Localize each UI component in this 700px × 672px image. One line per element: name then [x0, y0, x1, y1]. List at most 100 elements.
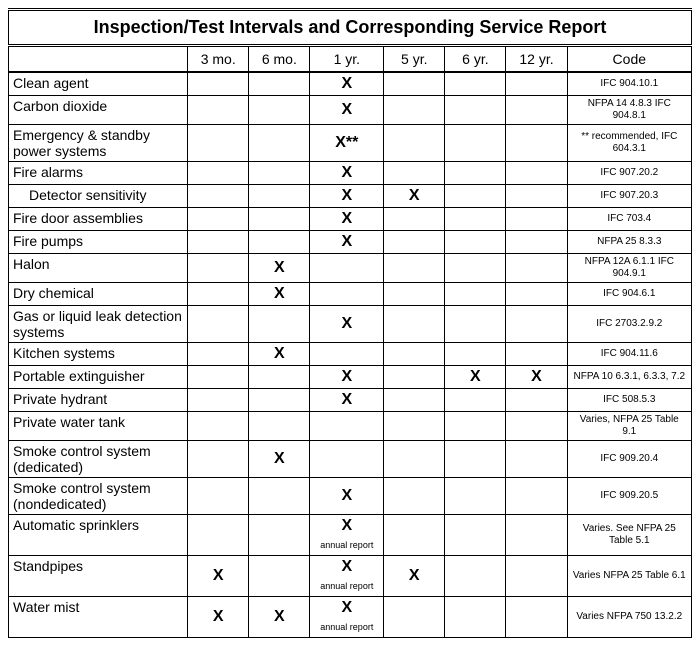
code-cell: Varies. See NFPA 25 Table 5.1 [567, 515, 691, 556]
code-cell: IFC 909.20.4 [567, 441, 691, 478]
table-row: Smoke control system (dedicated)XIFC 909… [9, 441, 692, 478]
interval-cell [384, 125, 445, 162]
code-cell: ** recommended, IFC 604.3.1 [567, 125, 691, 162]
interval-cell [188, 478, 249, 515]
interval-cell [384, 366, 445, 389]
code-cell: Varies, NFPA 25 Table 9.1 [567, 412, 691, 441]
interval-cell [249, 162, 310, 185]
interval-cell [249, 306, 310, 343]
interval-cell [445, 441, 506, 478]
table-row: Fire door assembliesXIFC 703.4 [9, 208, 692, 231]
interval-cell [445, 231, 506, 254]
col-header-blank [9, 46, 188, 73]
interval-cell [249, 208, 310, 231]
code-cell: Varies NFPA 750 13.2.2 [567, 597, 691, 638]
interval-cell: X [445, 366, 506, 389]
code-cell: NFPA 14 4.8.3 IFC 904.8.1 [567, 96, 691, 125]
interval-cell [445, 96, 506, 125]
interval-cell [445, 478, 506, 515]
interval-cell [188, 254, 249, 283]
table-title: Inspection/Test Intervals and Correspond… [9, 10, 692, 46]
interval-cell: X [310, 162, 384, 185]
interval-cell [384, 306, 445, 343]
interval-cell [506, 231, 567, 254]
interval-cell [506, 515, 567, 556]
interval-cell: X [384, 556, 445, 597]
interval-cell [188, 185, 249, 208]
interval-cell [506, 389, 567, 412]
col-header: 1 yr. [310, 46, 384, 73]
interval-cell [506, 343, 567, 366]
code-cell: IFC 508.5.3 [567, 389, 691, 412]
row-label: Fire door assemblies [9, 208, 188, 231]
interval-cell: X [310, 72, 384, 96]
table-row: Emergency & standby power systemsX**** r… [9, 125, 692, 162]
interval-cell: X [310, 96, 384, 125]
interval-cell [445, 556, 506, 597]
interval-cell [445, 254, 506, 283]
col-header: 6 yr. [445, 46, 506, 73]
interval-cell: X annual report [310, 515, 384, 556]
interval-cell [506, 412, 567, 441]
code-cell: IFC 904.11.6 [567, 343, 691, 366]
interval-cell [310, 254, 384, 283]
row-label: Emergency & standby power systems [9, 125, 188, 162]
interval-cell [310, 412, 384, 441]
interval-cell [384, 254, 445, 283]
row-label: Smoke control system (dedicated) [9, 441, 188, 478]
interval-cell [445, 162, 506, 185]
inspection-interval-table: Inspection/Test Intervals and Correspond… [8, 8, 692, 638]
interval-cell [249, 125, 310, 162]
row-label: Fire alarms [9, 162, 188, 185]
row-label: Private hydrant [9, 389, 188, 412]
interval-cell [506, 306, 567, 343]
interval-cell [384, 208, 445, 231]
interval-cell: X [310, 231, 384, 254]
row-label: Detector sensitivity [9, 185, 188, 208]
code-cell: NFPA 25 8.3.3 [567, 231, 691, 254]
interval-cell [249, 515, 310, 556]
interval-cell [445, 208, 506, 231]
col-header: 6 mo. [249, 46, 310, 73]
row-label: Gas or liquid leak detection systems [9, 306, 188, 343]
interval-cell [445, 515, 506, 556]
interval-cell [506, 597, 567, 638]
interval-cell: X annual report [310, 597, 384, 638]
code-cell: IFC 907.20.3 [567, 185, 691, 208]
table-row: Water mistXXX annual reportVaries NFPA 7… [9, 597, 692, 638]
interval-cell [506, 478, 567, 515]
interval-cell [188, 125, 249, 162]
interval-cell [445, 389, 506, 412]
interval-cell [384, 441, 445, 478]
interval-cell [188, 441, 249, 478]
interval-cell [506, 556, 567, 597]
interval-cell [384, 96, 445, 125]
interval-cell [384, 231, 445, 254]
interval-cell [188, 343, 249, 366]
interval-cell: X [310, 478, 384, 515]
code-cell: IFC 904.6.1 [567, 283, 691, 306]
code-cell: IFC 907.20.2 [567, 162, 691, 185]
interval-cell [310, 283, 384, 306]
interval-cell: X [506, 366, 567, 389]
table-row: Private hydrantXIFC 508.5.3 [9, 389, 692, 412]
table-row: Portable extinguisherXXXNFPA 10 6.3.1, 6… [9, 366, 692, 389]
code-cell: Varies NFPA 25 Table 6.1 [567, 556, 691, 597]
interval-cell [249, 478, 310, 515]
interval-cell [188, 231, 249, 254]
interval-cell [249, 366, 310, 389]
col-header: 3 mo. [188, 46, 249, 73]
interval-cell [384, 162, 445, 185]
table-body: Clean agentXIFC 904.10.1Carbon dioxideXN… [9, 72, 692, 638]
interval-cell [188, 208, 249, 231]
table-row: Automatic sprinklers X annual report Varie… [9, 515, 692, 556]
row-label: Automatic sprinklers [9, 515, 188, 556]
interval-cell: X [310, 366, 384, 389]
interval-cell [384, 478, 445, 515]
interval-cell [188, 283, 249, 306]
interval-cell [384, 597, 445, 638]
interval-cell [445, 597, 506, 638]
interval-cell [445, 306, 506, 343]
code-cell: IFC 904.10.1 [567, 72, 691, 96]
interval-cell [506, 72, 567, 96]
